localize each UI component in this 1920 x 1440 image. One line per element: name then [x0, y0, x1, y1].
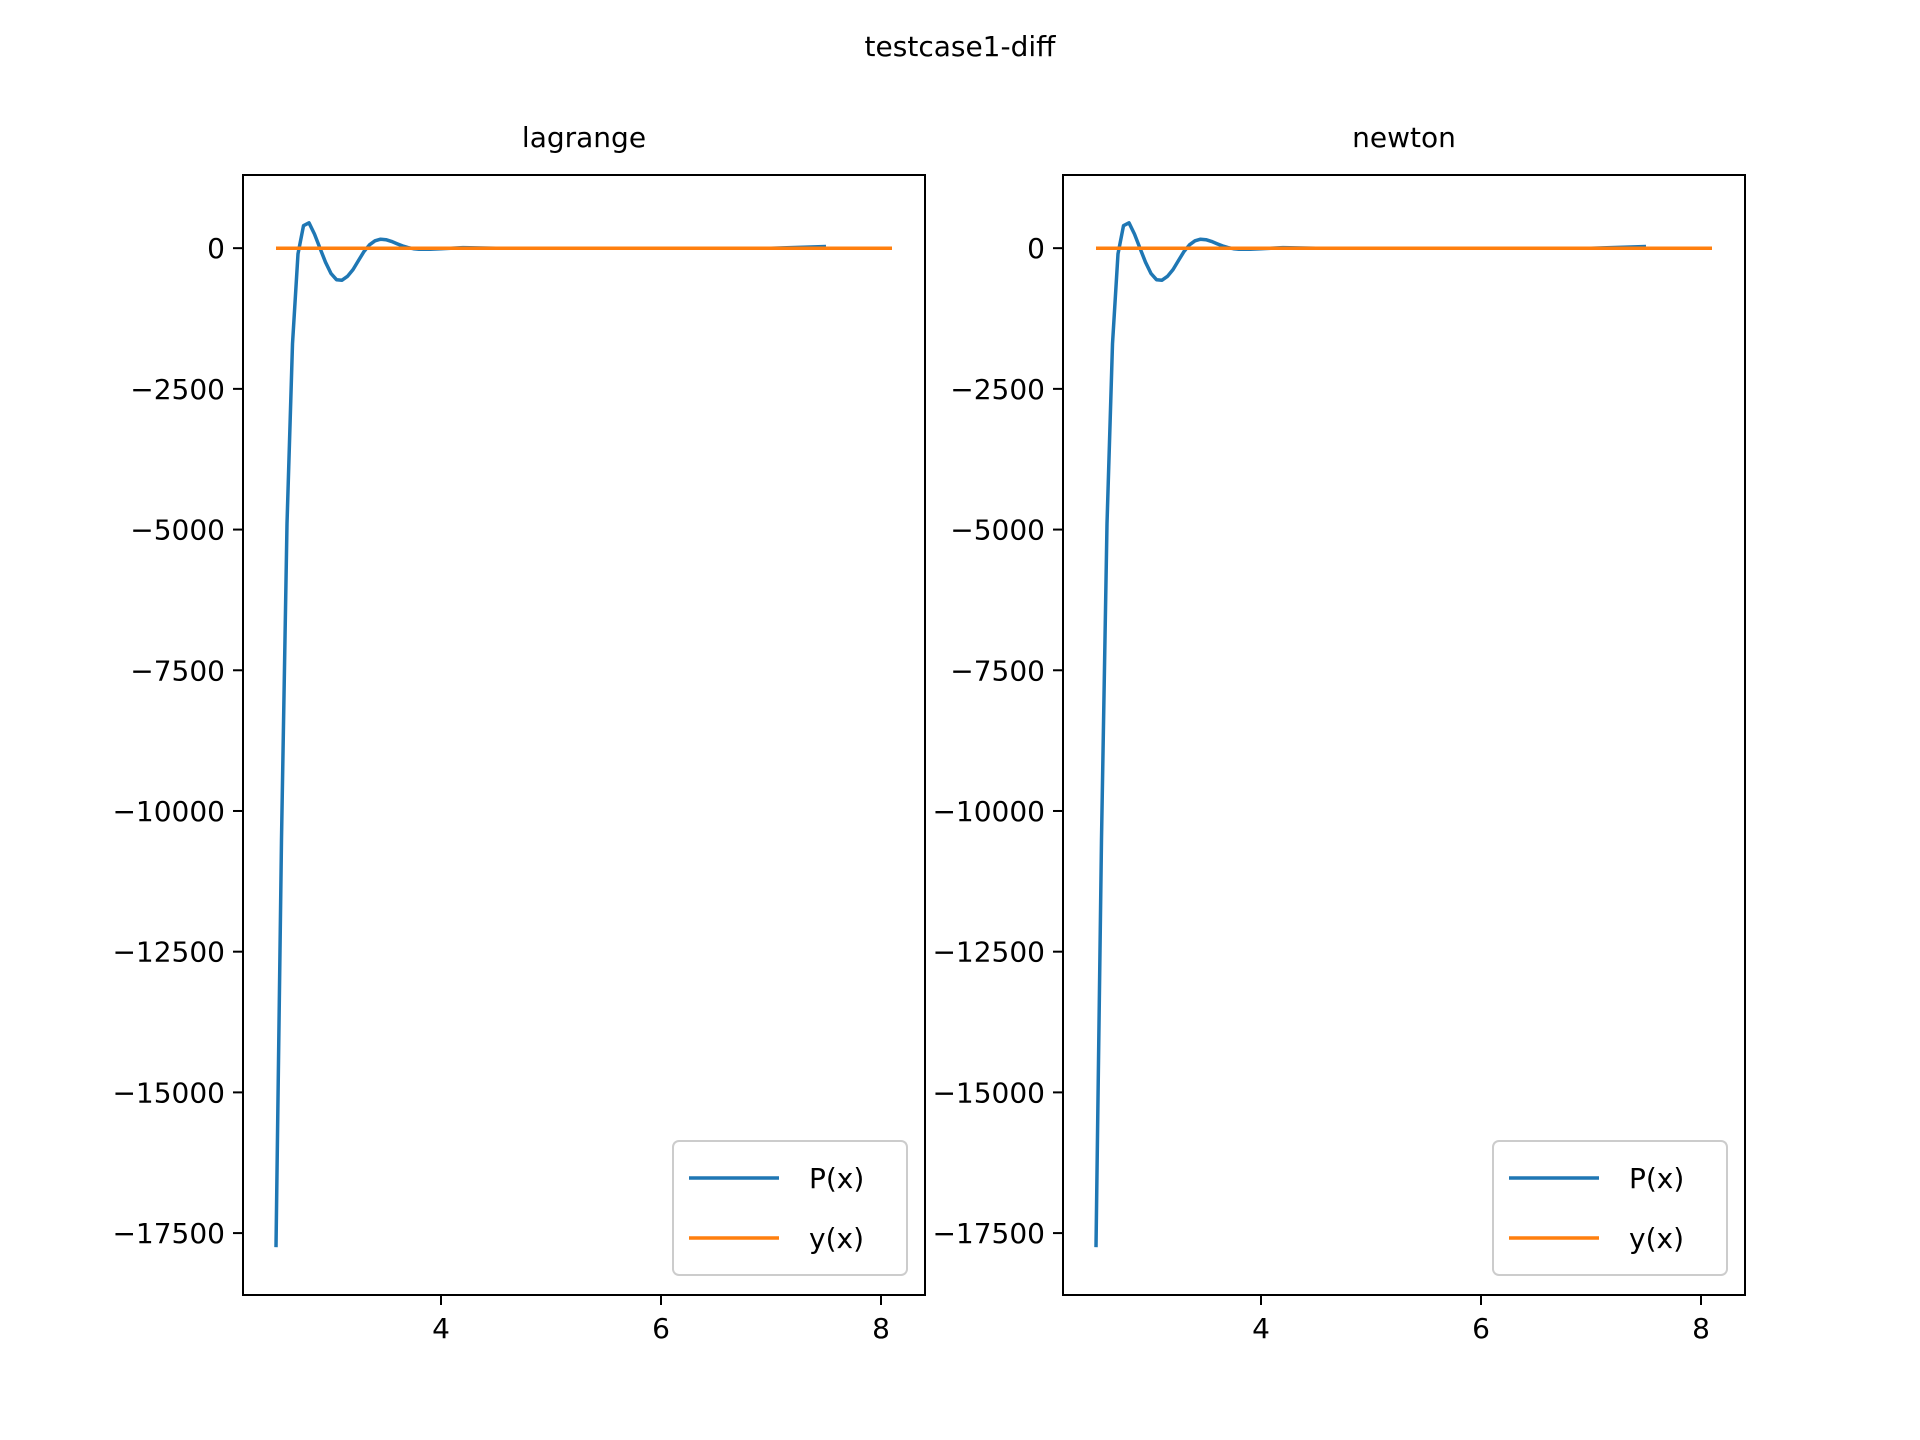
y-tick-label: −2500: [950, 373, 1045, 406]
y-tick-label: −15000: [112, 1076, 225, 1109]
plot-frame: [1062, 174, 1746, 1296]
x-tick-label: 8: [872, 1312, 890, 1345]
y-tick-label: −10000: [112, 795, 225, 828]
plot-frame: [242, 174, 926, 1296]
x-tick-label: 4: [432, 1312, 450, 1345]
legend-box: [1492, 1140, 1728, 1276]
figure-suptitle: testcase1-diff: [865, 30, 1057, 63]
legend-label: y(x): [1629, 1222, 1684, 1255]
legend-label: P(x): [809, 1162, 864, 1195]
y-tick-label: 0: [1027, 232, 1045, 265]
legend-box: [672, 1140, 908, 1276]
charts-container: lagrange 4 6 8 0 −2500 −5000 −7500 −10000 −12500 −…: [112, 121, 1746, 1345]
x-tick-label: 8: [1692, 1312, 1710, 1345]
y-tick-label: −15000: [932, 1076, 1045, 1109]
series-line-P(x): [1094, 221, 1647, 1248]
x-tick-label: 6: [1472, 1312, 1490, 1345]
y-tick-label: −12500: [932, 936, 1045, 969]
legend: P(x) y(x): [672, 1140, 908, 1276]
y-tick-label: −17500: [932, 1217, 1045, 1250]
y-tick-label: −7500: [950, 654, 1045, 687]
chart-title: newton: [1352, 121, 1456, 154]
y-tick-label: −2500: [130, 373, 225, 406]
x-tick-label: 4: [1252, 1312, 1270, 1345]
y-tick-label: −5000: [950, 514, 1045, 547]
y-tick-label: −7500: [130, 654, 225, 687]
y-tick-label: −5000: [130, 514, 225, 547]
x-tick-label: 6: [652, 1312, 670, 1345]
y-tick-label: −17500: [112, 1217, 225, 1250]
y-tick-label: 0: [207, 232, 225, 265]
chart-newton: newton 4 6 8 0 −2500 −5000 −7500 −10000 −12500 −15…: [932, 121, 1746, 1345]
legend-label: P(x): [1629, 1162, 1684, 1195]
y-tick-label: −10000: [932, 795, 1045, 828]
chart-title: lagrange: [522, 121, 646, 154]
legend: P(x) y(x): [1492, 1140, 1728, 1276]
y-tick-label: −12500: [112, 936, 225, 969]
legend-label: y(x): [809, 1222, 864, 1255]
series-line-P(x): [274, 221, 827, 1248]
chart-lagrange: lagrange 4 6 8 0 −2500 −5000 −7500 −10000 −12500 −…: [112, 121, 926, 1345]
